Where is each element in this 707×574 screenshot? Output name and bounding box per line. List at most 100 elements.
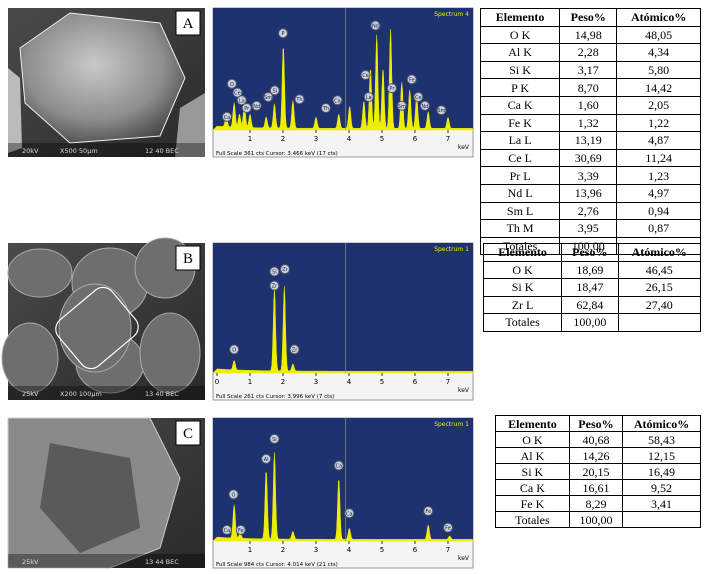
table-row: Si K 18,47 26,15 bbox=[482, 278, 701, 297]
table-cell: Totales bbox=[495, 511, 570, 528]
table-row: Totales 100,00 bbox=[482, 313, 701, 332]
sem-info-text: 13 44 BEC bbox=[145, 558, 179, 566]
peak-label-marker bbox=[419, 100, 430, 111]
peak-label: Si bbox=[272, 437, 277, 443]
peak-label: Ce bbox=[234, 91, 241, 97]
table-cell: Ca K bbox=[479, 95, 561, 115]
peak-label-marker bbox=[363, 92, 374, 102]
table-cell: 4,97 bbox=[616, 183, 701, 203]
spectrum-title: Spectrum 1 bbox=[434, 246, 469, 253]
spectrum-plot bbox=[213, 8, 473, 130]
table-row: Al K 2,28 4,34 bbox=[479, 43, 701, 62]
spectrum-title: Spectrum 1 bbox=[434, 421, 469, 428]
x-unit: keV bbox=[458, 387, 470, 394]
peak-label-marker bbox=[396, 100, 407, 111]
header-cell: Elemento bbox=[479, 8, 561, 27]
table-cell: 0,87 bbox=[616, 219, 701, 238]
peak-label-marker bbox=[423, 506, 434, 517]
composition-table: Elemento Peso% Atómico% O K 40,68 58,43 Al K 14… bbox=[495, 415, 701, 528]
table-cell: 5,80 bbox=[616, 60, 701, 80]
sem-scale-text: X200 100µm bbox=[60, 390, 102, 398]
peak-label: Pr bbox=[389, 86, 395, 92]
spectrum-footer: Full Scale 361 cts Cursor: 3.466 keV (17… bbox=[216, 151, 338, 157]
header-cell: Peso% bbox=[559, 8, 618, 27]
peak-label: Th bbox=[322, 106, 329, 112]
table-cell: Ca K bbox=[495, 479, 570, 496]
particle-highlight bbox=[55, 286, 139, 370]
table-cell: 1,60 bbox=[559, 95, 618, 115]
peak-label: Ca bbox=[334, 98, 341, 104]
peak-label: Fe bbox=[238, 528, 244, 534]
table-cell: 14,42 bbox=[616, 78, 701, 97]
table-cell: La L bbox=[479, 131, 561, 150]
spectrum: Spectrum 1 O Si Zr Zr Zr 0 1 2 3 4 5 6 7 keV Full Scale… bbox=[212, 242, 474, 401]
x-tick-label: 6 bbox=[413, 546, 418, 554]
peak-label-marker bbox=[269, 266, 280, 277]
peak-label-marker bbox=[241, 103, 252, 113]
peak-label: Al bbox=[264, 457, 269, 463]
header-cell: Atómico% bbox=[622, 415, 701, 432]
sem-info-bar bbox=[8, 143, 205, 157]
table-row: Si K 3,17 5,80 bbox=[479, 60, 701, 80]
table-cell: O K bbox=[482, 260, 563, 279]
table-row: Th M 3,95 0,87 bbox=[479, 219, 701, 238]
peak-label-marker bbox=[263, 92, 274, 102]
peak-label-marker bbox=[269, 85, 280, 96]
spectrum-peaks bbox=[212, 452, 474, 542]
table-cell: 14,98 bbox=[559, 25, 618, 45]
sem-image: 25kV X200 100µm 13 40 BEC B bbox=[1, 237, 205, 400]
table-row: Si K 20,15 16,49 bbox=[495, 463, 701, 480]
peak-label: Sm bbox=[437, 108, 445, 114]
table-cell: Ce L bbox=[479, 148, 561, 168]
peak-label: Zr bbox=[272, 284, 278, 290]
peak-label-marker bbox=[232, 87, 243, 98]
table-row: Sm L 2,76 0,94 bbox=[479, 201, 701, 221]
peak-label-marker bbox=[413, 92, 424, 102]
table-cell: Al K bbox=[479, 43, 561, 62]
peak-label: Ce bbox=[415, 95, 422, 101]
table-row: Nd L 13,96 4,97 bbox=[479, 183, 701, 203]
peak-label: Ce bbox=[362, 73, 369, 79]
table-cell: 27,40 bbox=[617, 295, 701, 314]
table-cell: 8,70 bbox=[559, 78, 618, 97]
table-row: P K 8,70 14,42 bbox=[479, 78, 701, 97]
peak-label: Sm bbox=[264, 95, 272, 101]
table-cell: Totales bbox=[482, 313, 563, 332]
table-cell: Si K bbox=[495, 463, 570, 480]
x-tick-label: 1 bbox=[248, 378, 252, 386]
peak-label: Ca bbox=[335, 464, 342, 470]
composition-table: Elemento Peso% Atómico% O K 18,69 46,45 Si K 18… bbox=[482, 243, 701, 332]
x-tick-label: 5 bbox=[380, 378, 384, 386]
table-cell: 58,43 bbox=[622, 431, 701, 448]
peak-label: Nd bbox=[372, 24, 379, 30]
panel-label-box bbox=[175, 245, 201, 271]
peak-label-marker bbox=[320, 103, 331, 113]
table-cell: Si K bbox=[479, 60, 561, 80]
table-row: Fe K 1,32 1,22 bbox=[479, 113, 701, 133]
peak-label: Th bbox=[295, 97, 302, 103]
table-cell: 3,39 bbox=[559, 166, 618, 185]
table-cell: 62,84 bbox=[561, 295, 619, 314]
table-cell bbox=[617, 313, 701, 332]
particle bbox=[175, 93, 205, 157]
header-cell: Atómico% bbox=[616, 8, 701, 27]
table-row: Totales 100,00 bbox=[495, 511, 701, 528]
table-cell: 12,15 bbox=[622, 447, 701, 464]
sem-info-bar bbox=[8, 386, 205, 400]
table-cell: 4,34 bbox=[616, 43, 701, 62]
table-cell: 0,94 bbox=[616, 201, 701, 221]
table-cell: Th M bbox=[479, 219, 561, 238]
table-cell: 11,24 bbox=[616, 148, 701, 168]
sem-image: 25kV 13 44 BEC C bbox=[7, 417, 205, 569]
x-tick-label: 1 bbox=[248, 546, 252, 554]
x-tick-label: 4 bbox=[347, 378, 352, 386]
table-cell: 13,96 bbox=[559, 183, 618, 203]
peak-label-marker bbox=[332, 95, 343, 106]
table-row: O K 18,69 46,45 bbox=[482, 260, 701, 279]
x-tick-label: 7 bbox=[446, 135, 450, 143]
table-cell: Fe K bbox=[495, 495, 570, 512]
particle bbox=[19, 12, 186, 144]
x-tick-label: 0 bbox=[215, 378, 219, 386]
